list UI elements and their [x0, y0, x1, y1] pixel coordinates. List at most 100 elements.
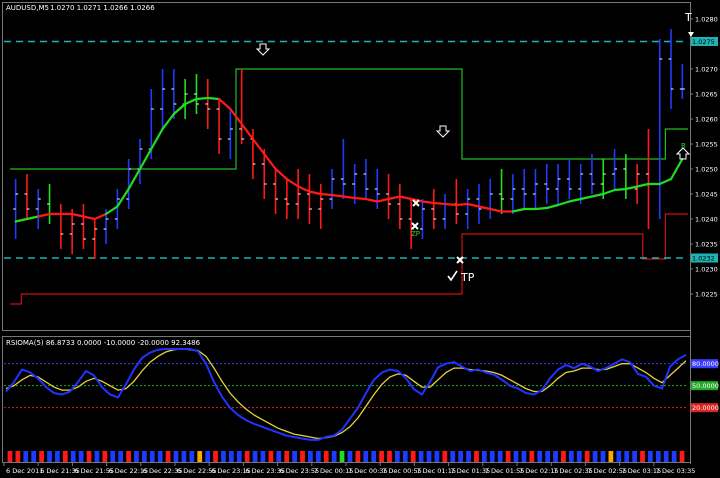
rsioma-histogram-bar: [197, 451, 203, 462]
rsioma-histogram-bar: [387, 451, 392, 462]
price-level-tag-label: 1.0275: [692, 38, 715, 46]
price-bar: [216, 99, 222, 154]
ma-segment: [150, 127, 164, 151]
ma-segment: [217, 97, 232, 111]
rsioma-histogram-bar: [323, 451, 329, 462]
price-bar: [318, 184, 324, 229]
ma-segment: [184, 97, 198, 106]
y-tick-label: 1.0225: [695, 290, 718, 298]
ma-segment: [636, 182, 650, 188]
t-label: T: [684, 11, 692, 24]
rsioma-histogram-bar: [7, 451, 13, 462]
price-bar: [521, 169, 527, 209]
rsioma-histogram-bar: [292, 451, 297, 462]
price-bar: [532, 169, 538, 209]
y-tick-label: 1.0250: [695, 165, 718, 173]
rsioma-histogram-bar: [55, 451, 60, 462]
ma-segment: [263, 152, 277, 171]
ma-segment: [104, 205, 119, 216]
x-tick-label: 7 Dec 00:55: [382, 467, 422, 475]
rsioma-histogram-bar: [189, 451, 195, 462]
exit-cross-icon: [412, 199, 420, 207]
rsi-level-tag: [691, 403, 718, 413]
rsioma-histogram-bar: [213, 451, 218, 462]
zp-label: ZP: [411, 230, 420, 238]
ma-segment: [319, 192, 334, 197]
ma-segment: [466, 202, 481, 208]
ma-segment: [25, 215, 40, 221]
price-bar: [284, 179, 290, 219]
rsioma-histogram-bar: [102, 451, 108, 462]
price-bar: [499, 169, 505, 214]
rsioma-histogram-bar: [655, 451, 661, 462]
price-bar: [295, 169, 301, 219]
rsioma-histogram-bar: [568, 451, 574, 462]
price-bar: [431, 189, 437, 229]
price-bar: [69, 209, 75, 254]
x-tick-label: 7 Dec 02:55: [587, 467, 627, 475]
rsioma-histogram-bar: [70, 451, 76, 462]
ma-segment: [534, 206, 548, 211]
indicator-header: RSIOMA(5) 86.8733 0.0000 -10.0000 -20.00…: [6, 339, 201, 347]
price-bar: [340, 139, 346, 199]
x-tick-label: 6 Dec 22:55: [177, 467, 217, 475]
price-bar: [589, 154, 595, 194]
price-bar: [600, 159, 606, 199]
rsioma-histogram-bar: [450, 451, 456, 462]
rsioma-histogram-bar: [553, 451, 558, 462]
ma-segment: [432, 201, 447, 206]
price-bar: [160, 69, 166, 129]
buy-arrow-icon: [675, 147, 691, 160]
exit-cross-icon: [456, 256, 464, 264]
rsi-level-tag: [691, 359, 718, 369]
ma-segment: [669, 157, 684, 181]
rsioma-histogram-bar: [134, 451, 139, 462]
ma-segment: [195, 96, 209, 101]
price-bar: [679, 64, 685, 99]
rsioma-histogram-bar: [466, 451, 471, 462]
price-bar: [13, 179, 19, 239]
ma-segment: [240, 122, 255, 141]
price-bar: [634, 164, 640, 204]
x-tick-label: 6 Dec 21:35: [40, 467, 80, 475]
ma-segment: [71, 212, 85, 218]
ma-segment: [229, 107, 243, 126]
x-tick-label: 7 Dec 02:15: [519, 467, 559, 475]
rsioma-histogram-bar: [482, 451, 487, 462]
ma-segment: [14, 217, 29, 223]
ma-segment: [206, 96, 221, 101]
y-tick-label: 1.0230: [695, 265, 718, 273]
price-bar: [114, 189, 120, 229]
rsioma-histogram-bar: [505, 451, 511, 462]
rsioma-histogram-bar: [497, 451, 503, 462]
price-bar: [306, 174, 312, 224]
rsioma-histogram-bar: [458, 451, 464, 462]
rsioma-histogram-bar: [371, 451, 377, 462]
ma-segment: [398, 195, 413, 201]
x-tick-label: 7 Dec 01:15: [416, 467, 456, 475]
ma-segment: [443, 202, 458, 207]
chart-header-ohlc: 1.0270 1.0271 1.0266 1.0266: [50, 4, 155, 12]
rsioma-histogram-bar: [347, 451, 353, 462]
ma-segment: [602, 188, 616, 196]
rsioma-histogram-bar: [521, 451, 527, 462]
rsioma-histogram-bar: [410, 451, 416, 462]
price-bar: [419, 199, 425, 239]
price-bar: [92, 219, 98, 259]
rsioma-histogram-bar: [228, 451, 234, 462]
rsioma-histogram-bar: [379, 451, 384, 462]
price-bar: [35, 189, 41, 229]
rsioma-histogram-bar: [648, 451, 653, 462]
rsioma-histogram-bar: [110, 451, 116, 462]
price-bar: [578, 164, 584, 204]
price-bar: [80, 204, 86, 249]
rsioma-histogram-bar: [537, 451, 543, 462]
rsioma-histogram-bar: [608, 451, 614, 462]
rsioma-histogram-bar: [118, 451, 124, 462]
rsioma-histogram-bar: [584, 451, 590, 462]
ma-segment: [297, 185, 311, 193]
ma-segment: [613, 187, 627, 192]
rsioma-histogram-bar: [173, 451, 179, 462]
x-tick-label: 7 Dec 00:15: [314, 467, 354, 475]
ma-segment: [285, 177, 300, 188]
